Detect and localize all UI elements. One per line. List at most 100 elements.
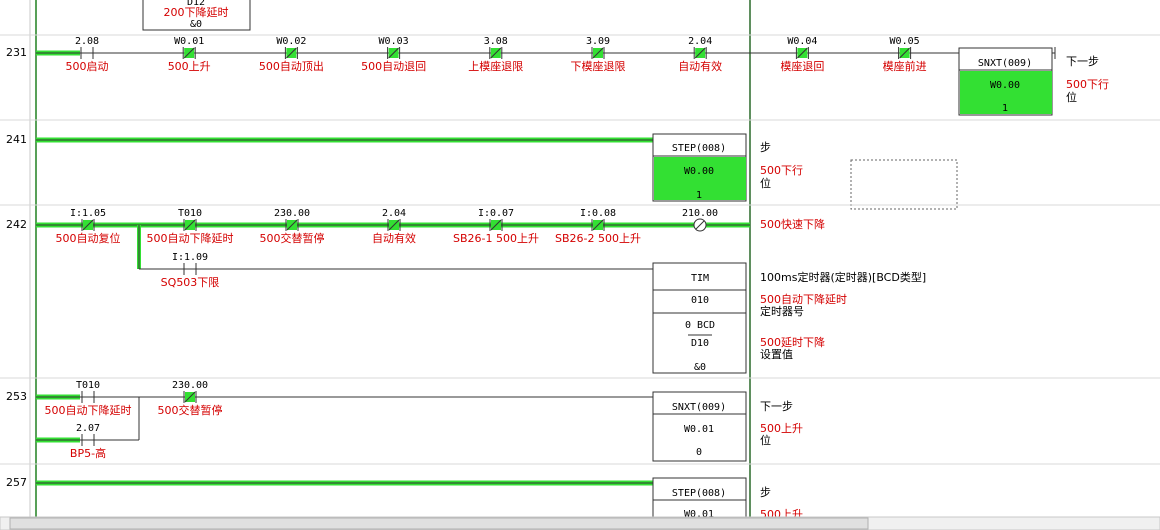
contact-slash (184, 391, 196, 403)
instruction-operand: W0.00 (990, 80, 1020, 91)
instruction-box (142, 0, 251, 31)
note: 下一步 (760, 400, 793, 413)
rung-number: 253 (6, 390, 27, 403)
box-active (654, 157, 746, 200)
contact-address: 2.08 (75, 36, 99, 47)
contact-address: W0.01 (174, 36, 204, 47)
instruction-name: SNXT(009) (978, 58, 1032, 69)
contact-comment: 模座退回 (780, 59, 824, 73)
timer-name: TIM (691, 273, 709, 284)
note: 500上升 (760, 422, 803, 435)
instruction-operand: W0.00 (684, 166, 714, 177)
contact-address: T010 (178, 208, 202, 219)
scrollbar-thumb (9, 517, 869, 530)
instruction-name: STEP(008) (672, 488, 726, 499)
rung-number: 242 (6, 218, 27, 231)
rung-number: 241 (6, 133, 27, 146)
contact-comment: 500自动复位 (56, 231, 121, 245)
coil-slash (695, 220, 705, 230)
contact-comment: 上模座退限 (468, 59, 523, 73)
timer-flag: &0 (694, 362, 706, 373)
contact-slash (388, 47, 399, 59)
contact-slash (592, 219, 604, 231)
coil-comment: 500快速下降 (760, 217, 825, 231)
contact-slash (899, 47, 910, 59)
timer-number: 010 (691, 295, 709, 306)
contact-comment: BP5-高 (70, 446, 106, 460)
contact-address: 230.00 (172, 380, 208, 391)
instruction-name: STEP(008) (672, 143, 726, 154)
contact-slash (82, 219, 94, 231)
contact-comment: 500自动下降延时 (147, 231, 234, 245)
contact-slash (184, 219, 196, 231)
instruction-operand: W0.01 (684, 509, 714, 520)
contact-address: W0.05 (890, 36, 920, 47)
instruction-value: 0 (696, 447, 702, 458)
instruction-name: SNXT(009) (672, 402, 726, 413)
contact-address: I:0.08 (580, 208, 616, 219)
box-active (960, 71, 1052, 114)
contact-slash (592, 47, 604, 59)
box-line: 200下降延时 (164, 5, 229, 19)
note: 100ms定时器(定时器)[BCD类型] (760, 270, 926, 284)
contact-comment: SB26-1 500上升 (453, 232, 539, 245)
contact-address: 3.09 (586, 36, 610, 47)
timer-preset_address: D10 (691, 338, 709, 349)
contact-slash (388, 219, 400, 231)
note: 步 (760, 141, 771, 154)
contact-comment: 500自动顶出 (259, 59, 324, 73)
note: 500下行 (1066, 78, 1109, 91)
contact-address: T010 (76, 380, 100, 391)
coil-address: 210.00 (682, 208, 718, 219)
note: 位 (1066, 90, 1077, 104)
contact-address: I:0.07 (478, 208, 514, 219)
note: 位 (760, 176, 771, 190)
contact-comment: 下模座退限 (571, 59, 626, 73)
contact-comment: 模座前进 (883, 59, 927, 73)
contact-slash (286, 219, 298, 231)
note: 步 (760, 486, 771, 499)
contact-address: I:1.05 (70, 208, 106, 219)
note: 设置值 (760, 348, 793, 361)
selection-box (850, 159, 958, 210)
contact-address: 2.04 (382, 208, 406, 219)
contact-slash (490, 219, 502, 231)
instruction-box (652, 391, 747, 462)
contact-address: W0.03 (379, 36, 409, 47)
note: 500自动下降延时 (760, 292, 847, 306)
contact-address: W0.02 (276, 36, 306, 47)
contact-address: 230.00 (274, 208, 310, 219)
instruction-value: 1 (696, 190, 702, 201)
contact-address: W0.04 (787, 36, 817, 47)
contact-comment: 500自动退回 (361, 60, 426, 73)
contact-address: I:1.09 (172, 252, 208, 263)
rung-number: 231 (6, 46, 27, 59)
instruction-value: 1 (1002, 103, 1008, 114)
contact-address: 2.04 (688, 36, 712, 47)
contact-address: 2.07 (76, 423, 100, 434)
note: 定时器号 (760, 304, 804, 318)
contact-comment: 500自动下降延时 (45, 403, 132, 417)
timer-preset: 0 BCD (685, 320, 715, 331)
contact-slash (797, 47, 808, 59)
contact-comment: 500交替暂停 (260, 231, 325, 245)
contact-comment: 自动有效 (678, 59, 722, 73)
note: 位 (760, 433, 771, 447)
contact-comment: 500上升 (168, 60, 211, 73)
contact-address: 3.08 (484, 36, 508, 47)
rung-number: 257 (6, 476, 27, 489)
box-line: D12 (187, 0, 205, 8)
note: 下一步 (1066, 55, 1099, 68)
timer-box (652, 262, 747, 374)
contact-comment: SQ503下限 (161, 276, 220, 289)
note: 500下行 (760, 164, 803, 177)
contact-comment: 自动有效 (372, 231, 416, 245)
contact-slash (183, 47, 195, 59)
contact-comment: 500交替暂停 (158, 403, 223, 417)
contact-slash (694, 47, 706, 59)
contact-slash (286, 47, 297, 59)
contact-comment: SB26-2 500上升 (555, 232, 641, 245)
contact-slash (490, 47, 502, 59)
